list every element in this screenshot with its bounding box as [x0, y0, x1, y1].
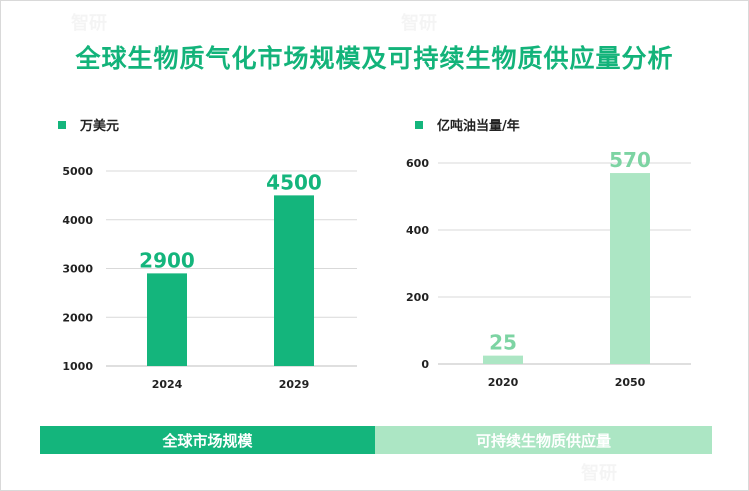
y-tick-label: 0	[421, 358, 429, 371]
y-tick-label: 400	[406, 224, 429, 237]
legend-swatch-right	[415, 120, 423, 129]
watermark: 智研	[401, 9, 437, 35]
legend-left: 万美元	[58, 115, 119, 134]
chart-title: 全球生物质气化市场规模及可持续生物质供应量分析	[75, 44, 674, 73]
data-label: 2900	[139, 248, 195, 272]
y-tick-label: 5000	[62, 165, 93, 178]
market-bar-2024	[147, 273, 187, 366]
data-label: 570	[609, 148, 651, 172]
supply-bar-2050	[610, 173, 650, 364]
x-tick-label: 2029	[279, 378, 310, 391]
legend-label-left: 万美元	[80, 119, 120, 134]
market-bar-2029	[274, 195, 314, 366]
band-market-size: 全球市场规模	[40, 426, 375, 454]
band-biomass-supply: 可持续生物质供应量	[375, 426, 712, 454]
y-tick-label: 4000	[62, 214, 93, 227]
legend-label-right: 亿吨油当量/年	[437, 119, 520, 134]
y-tick-label: 1000	[62, 360, 93, 373]
data-label: 25	[489, 331, 517, 355]
y-tick-label: 2000	[62, 311, 93, 324]
x-tick-label: 2024	[152, 378, 183, 391]
y-tick-label: 3000	[62, 263, 93, 276]
watermark: 智研	[581, 459, 617, 485]
legend-swatch-left	[58, 120, 66, 129]
legend-right: 亿吨油当量/年	[415, 115, 520, 134]
y-tick-label: 600	[406, 157, 429, 170]
supply-bar-2020	[483, 355, 523, 364]
y-tick-label: 200	[406, 291, 429, 304]
x-tick-label: 2050	[615, 376, 646, 389]
x-tick-label: 2020	[488, 376, 519, 389]
data-label: 4500	[266, 170, 322, 194]
watermark: 智研	[71, 9, 107, 35]
